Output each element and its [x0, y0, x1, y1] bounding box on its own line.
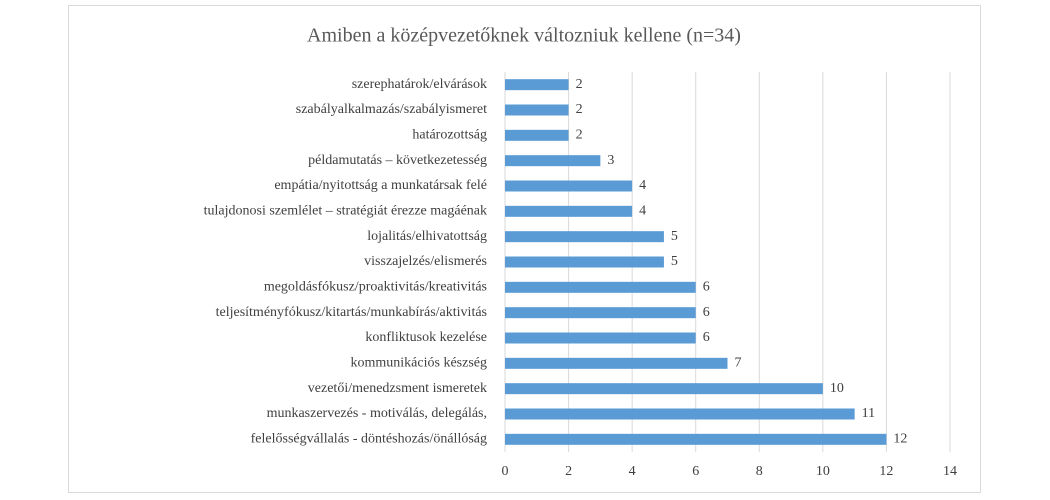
bar	[505, 433, 887, 445]
y-tick-label: szerephatárok/elvárások	[352, 77, 487, 92]
bar	[505, 383, 823, 395]
y-tick-label: konfliktusok kezelése	[365, 330, 487, 345]
bar	[505, 104, 569, 116]
y-tick-label: empátia/nyitottság a munkatársak felé	[274, 178, 487, 193]
x-tick-label: 2	[565, 464, 572, 479]
value-label: 2	[576, 77, 583, 92]
y-tick-label: vezetői/menedzsment ismeretek	[308, 381, 487, 396]
value-label: 5	[671, 254, 678, 269]
value-label: 4	[639, 204, 646, 219]
bar	[505, 205, 633, 217]
y-tick-label: teljesítményfókusz/kitartás/munkabírás/a…	[216, 305, 487, 320]
y-tick-label: lojalitás/elhivatottság	[367, 229, 487, 244]
value-label: 2	[576, 102, 583, 117]
value-label: 6	[703, 305, 710, 320]
x-tick-label: 10	[816, 464, 830, 479]
value-label: 12	[893, 432, 907, 447]
x-tick-label: 0	[502, 464, 509, 479]
bar	[505, 307, 696, 319]
y-tick-label: szabályalkalmazás/szabályismeret	[296, 102, 487, 117]
value-label: 6	[703, 280, 710, 295]
y-tick-label: példamutatás – következetesség	[308, 153, 487, 168]
bar	[505, 357, 728, 369]
value-label: 5	[671, 229, 678, 244]
bar	[505, 180, 633, 192]
value-label: 7	[735, 356, 742, 371]
x-tick-label: 12	[879, 464, 893, 479]
bar	[505, 79, 569, 91]
x-tick-label: 4	[629, 464, 636, 479]
value-label: 10	[830, 381, 844, 396]
y-tick-label: felelősségvállalás - döntéshozás/önállós…	[251, 432, 487, 447]
bar	[505, 155, 601, 167]
bar	[505, 129, 569, 141]
value-label: 2	[576, 128, 583, 143]
bar	[505, 281, 696, 293]
bar	[505, 332, 696, 344]
y-tick-label: határozottság	[412, 128, 487, 143]
value-label: 6	[703, 330, 710, 345]
value-label: 4	[639, 178, 646, 193]
x-tick-label: 8	[756, 464, 763, 479]
bar	[505, 231, 664, 243]
chart-title: Amiben a középvezetőknek változniuk kell…	[307, 25, 741, 47]
y-tick-label: munkaszervezés - motiválás, delegálás,	[267, 406, 487, 421]
y-tick-label: visszajelzés/elismerés	[364, 254, 487, 269]
x-tick-label: 6	[692, 464, 699, 479]
y-tick-label: tulajdonosi szemlélet – stratégiát érezz…	[204, 204, 487, 219]
value-label: 3	[607, 153, 614, 168]
bar	[505, 256, 664, 268]
bar	[505, 408, 855, 420]
value-label: 11	[862, 406, 875, 421]
x-tick-label: 14	[943, 464, 957, 479]
y-tick-label: megoldásfókusz/proaktivitás/kreativitás	[264, 280, 487, 295]
y-tick-label: kommunikációs készség	[351, 356, 487, 371]
